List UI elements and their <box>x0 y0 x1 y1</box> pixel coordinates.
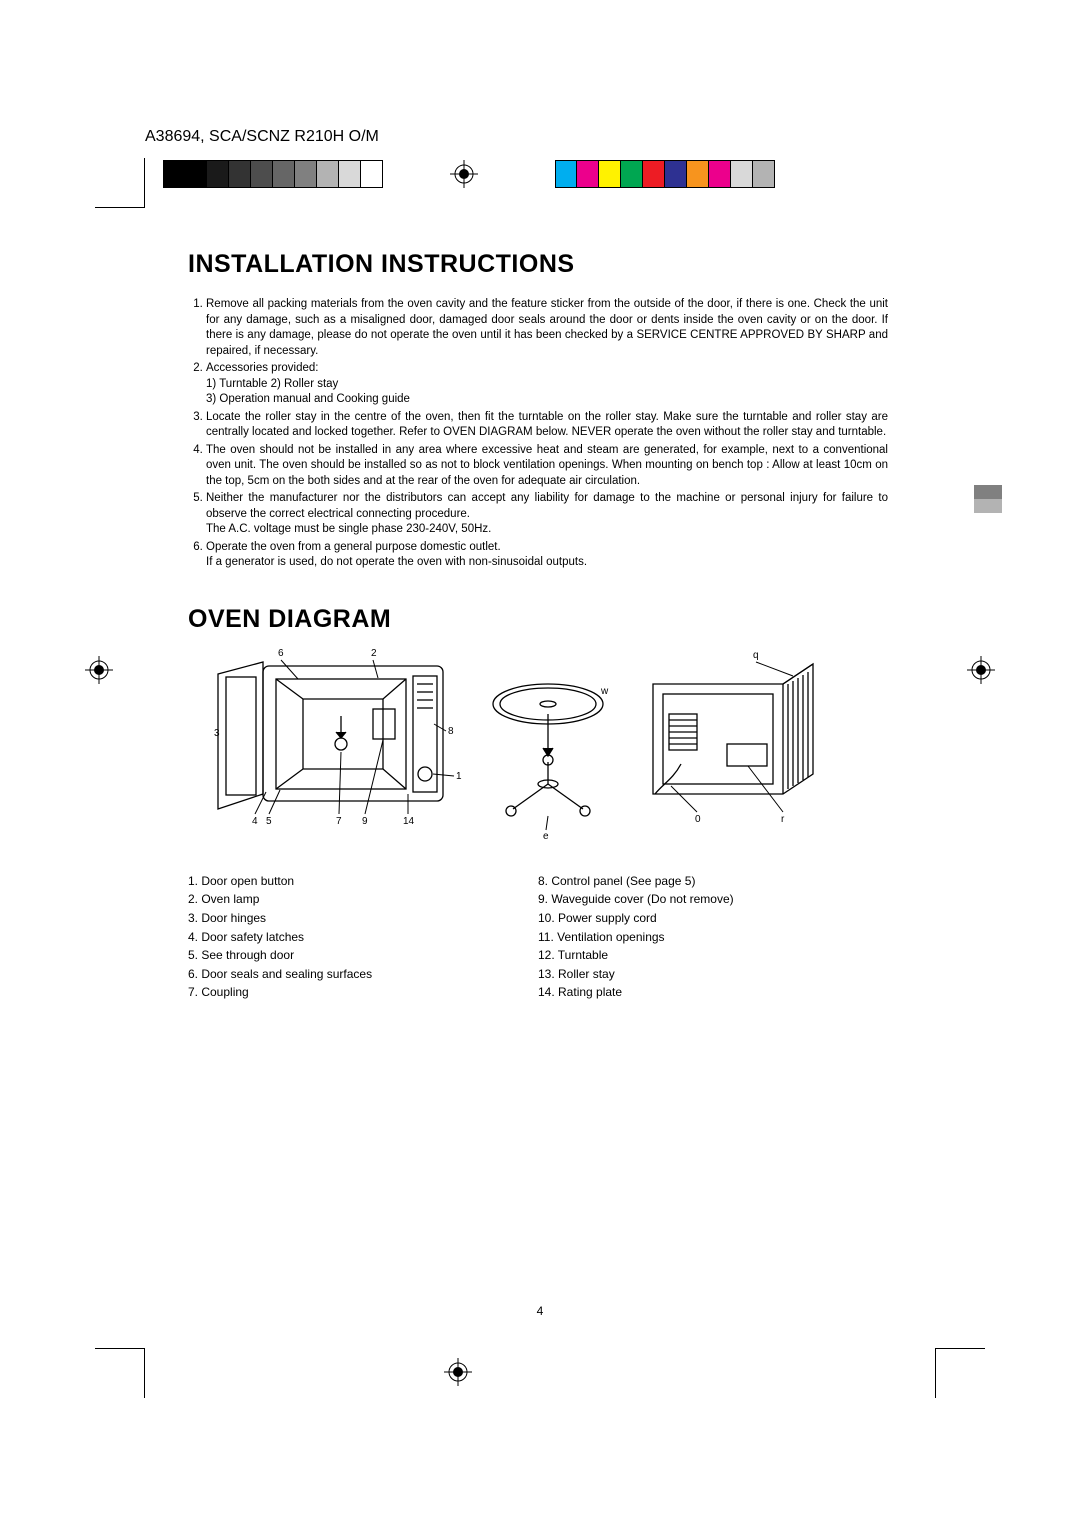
oven-diagram: 6 2 3 8 1 45 7 9 14 <box>208 644 888 844</box>
colorbar-grayscale <box>163 160 383 188</box>
instruction-item: The oven should not be installed in any … <box>206 443 888 490</box>
part-item: 8. Control panel (See page 5) <box>538 872 888 891</box>
svg-text:5: 5 <box>266 816 272 827</box>
svg-text:r: r <box>781 814 785 825</box>
registration-mark-bottom <box>444 1358 472 1386</box>
oven-diagram-title: OVEN DIAGRAM <box>188 605 888 634</box>
instruction-item: Operate the oven from a general purpose … <box>206 540 888 571</box>
part-item: 1. Door open button <box>188 872 538 891</box>
svg-text:q: q <box>753 650 759 661</box>
parts-list: 1. Door open button2. Oven lamp3. Door h… <box>188 872 888 1002</box>
svg-text:9: 9 <box>362 816 368 827</box>
oven-rear-diagram: q 0 r <box>633 644 828 834</box>
part-item: 7. Coupling <box>188 983 538 1002</box>
svg-text:1: 1 <box>456 771 462 782</box>
parts-list-right: 8. Control panel (See page 5)9. Waveguid… <box>538 872 888 1002</box>
part-item: 10. Power supply cord <box>538 909 888 928</box>
part-item: 13. Roller stay <box>538 965 888 984</box>
installation-title: INSTALLATION INSTRUCTIONS <box>188 250 888 279</box>
svg-text:8: 8 <box>448 726 454 737</box>
svg-text:w: w <box>600 686 609 697</box>
crop-mark-br <box>935 1348 985 1398</box>
svg-text:0: 0 <box>695 814 701 825</box>
turntable-diagram: w e <box>483 644 613 844</box>
part-item: 9. Waveguide cover (Do not remove) <box>538 890 888 909</box>
svg-text:2: 2 <box>371 648 377 659</box>
svg-text:4: 4 <box>252 816 258 827</box>
oven-front-diagram: 6 2 3 8 1 45 7 9 14 <box>208 644 463 834</box>
part-item: 14. Rating plate <box>538 983 888 1002</box>
instruction-item: Neither the manufacturer nor the distrib… <box>206 491 888 538</box>
header-code: A38694, SCA/SCNZ R210H O/M <box>145 128 379 146</box>
svg-text:3: 3 <box>214 728 220 739</box>
parts-list-left: 1. Door open button2. Oven lamp3. Door h… <box>188 872 538 1002</box>
part-item: 5. See through door <box>188 946 538 965</box>
instruction-item: Remove all packing materials from the ov… <box>206 297 888 359</box>
registration-mark-top <box>450 160 478 188</box>
part-item: 11. Ventilation openings <box>538 928 888 947</box>
svg-text:e: e <box>543 831 549 842</box>
registration-mark-right <box>967 656 995 684</box>
part-item: 2. Oven lamp <box>188 890 538 909</box>
registration-mark-left <box>85 656 113 684</box>
part-item: 12. Turntable <box>538 946 888 965</box>
svg-text:6: 6 <box>278 648 284 659</box>
crop-mark-tl <box>95 158 145 208</box>
svg-text:14: 14 <box>403 816 415 827</box>
instruction-item: Accessories provided:1) Turntable 2) Rol… <box>206 361 888 408</box>
side-squares <box>974 485 1002 513</box>
colorbar-color <box>555 160 775 188</box>
installation-instructions: Remove all packing materials from the ov… <box>188 297 888 571</box>
part-item: 3. Door hinges <box>188 909 538 928</box>
part-item: 6. Door seals and sealing surfaces <box>188 965 538 984</box>
part-item: 4. Door safety latches <box>188 928 538 947</box>
crop-mark-bl <box>95 1348 145 1398</box>
instruction-item: Locate the roller stay in the centre of … <box>206 410 888 441</box>
svg-text:7: 7 <box>336 816 342 827</box>
page-number: 4 <box>0 1304 1080 1318</box>
